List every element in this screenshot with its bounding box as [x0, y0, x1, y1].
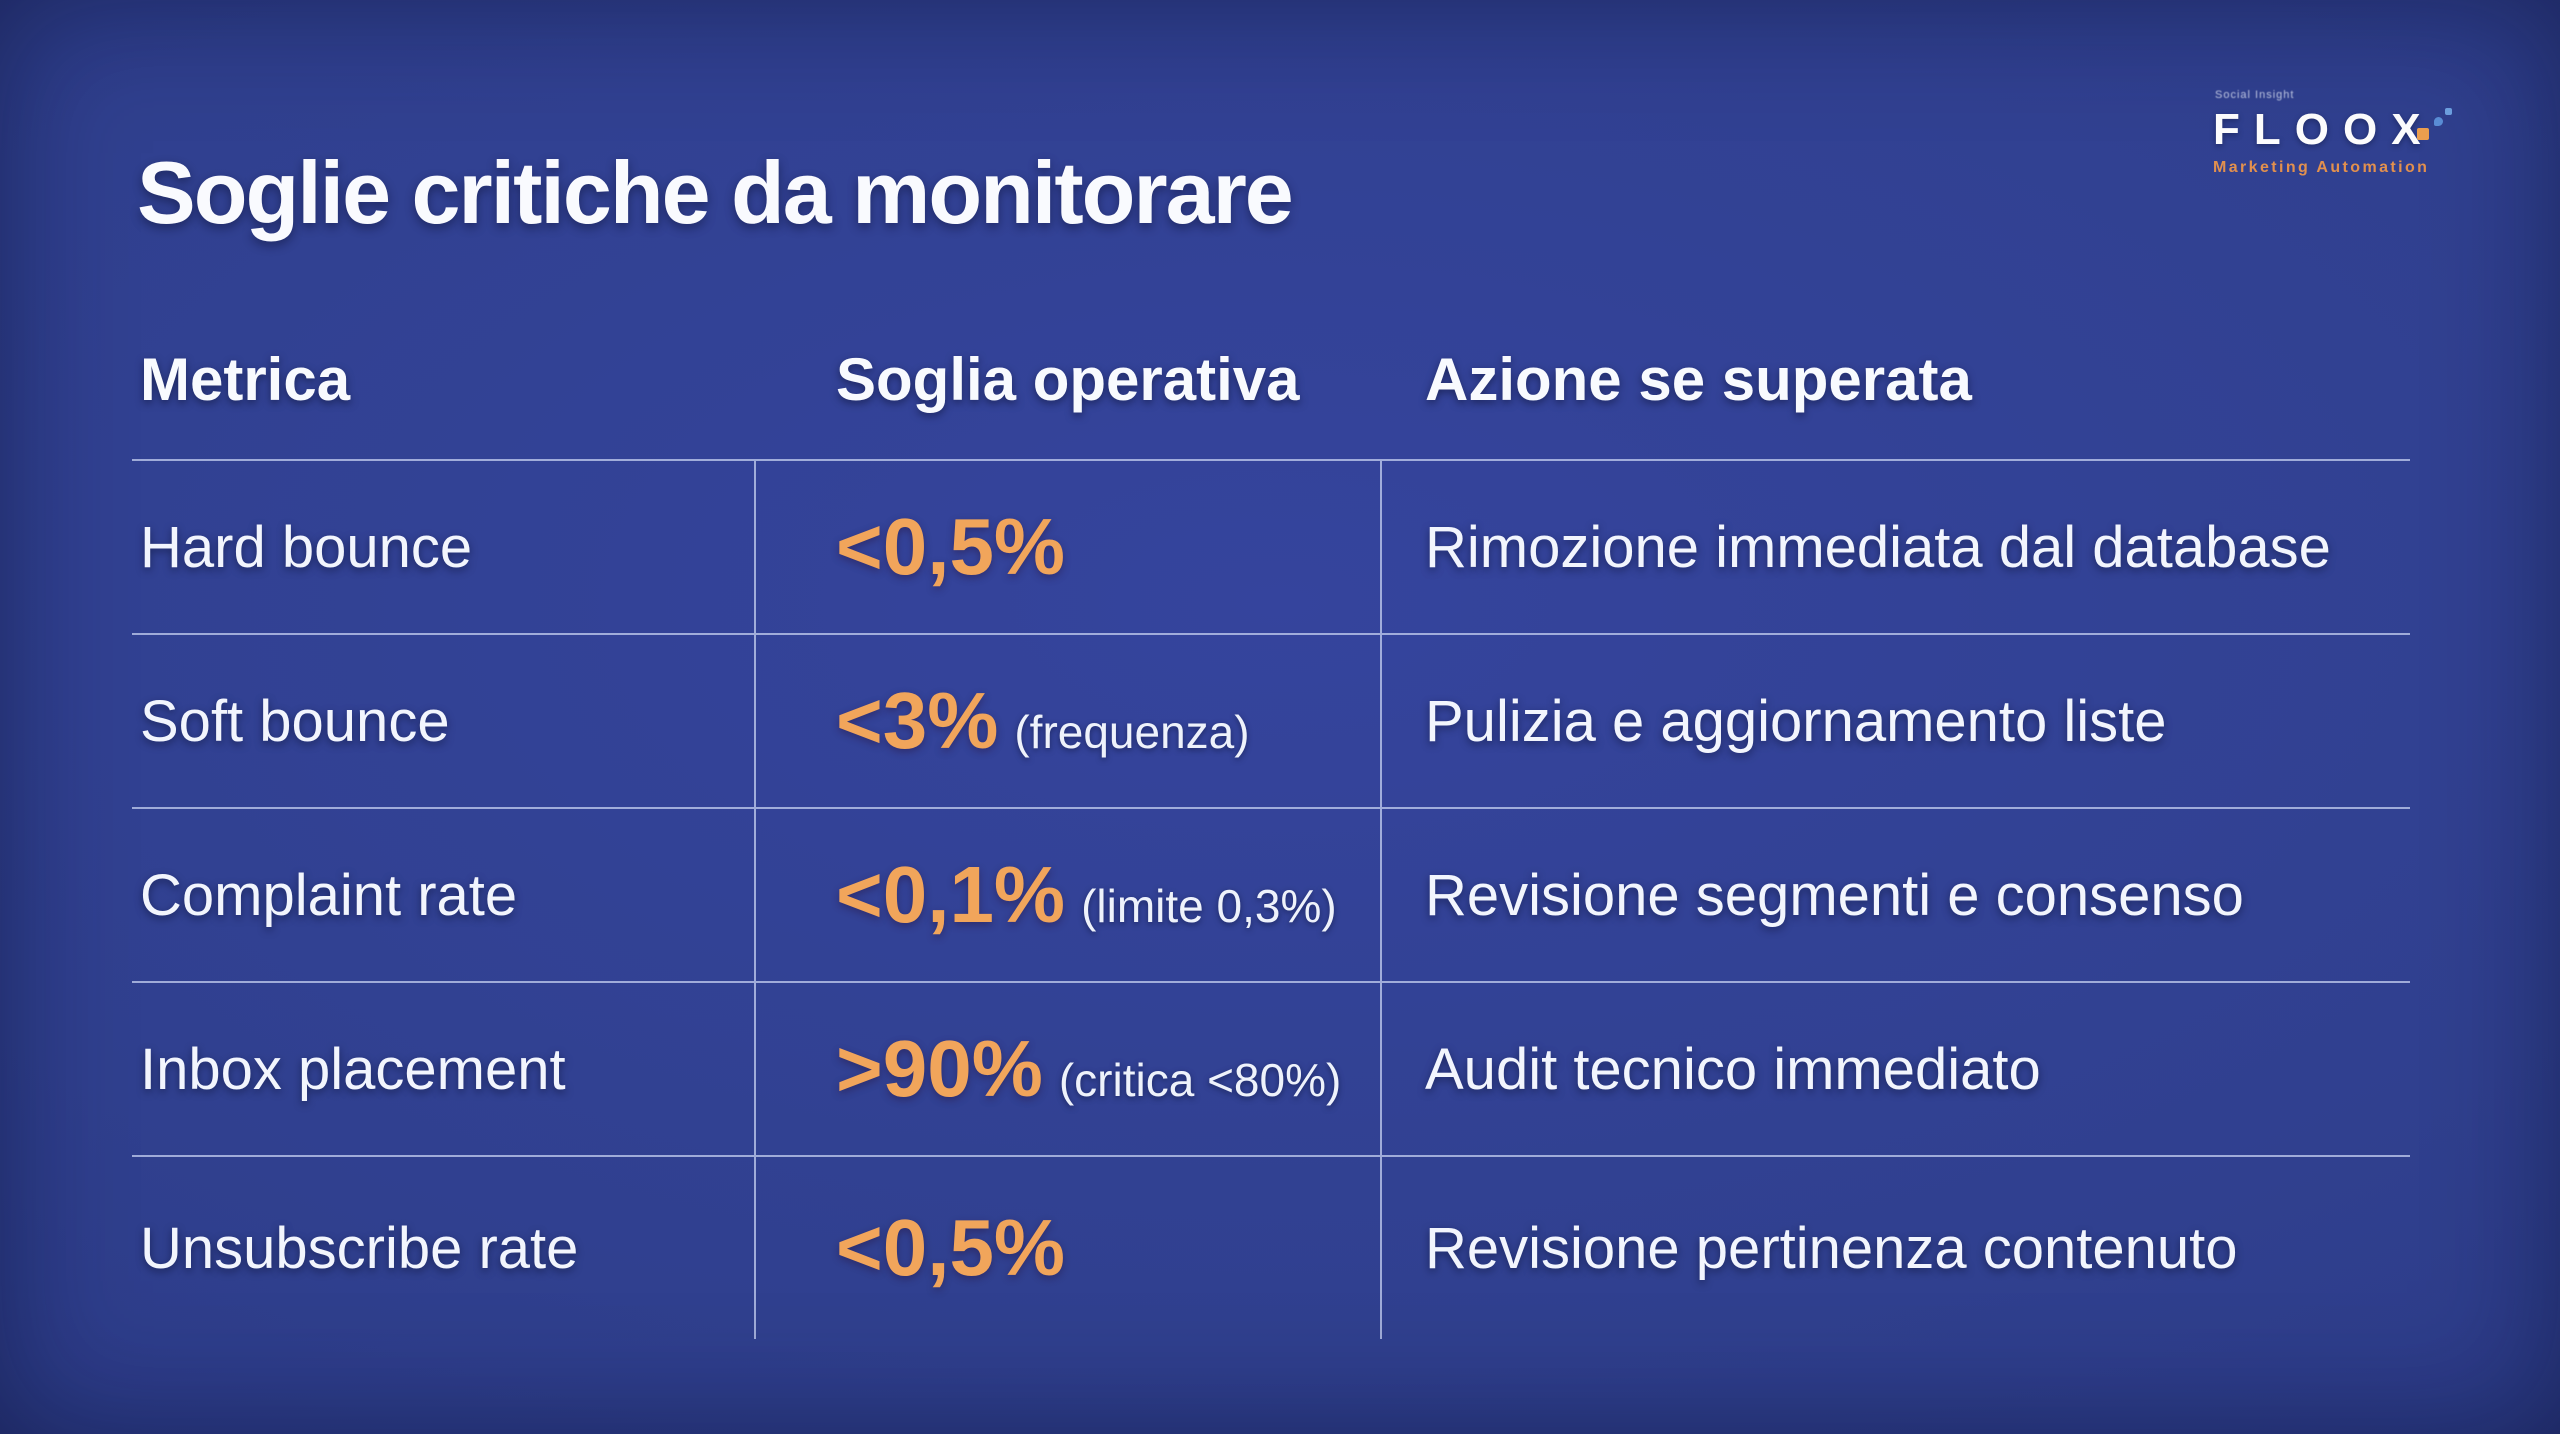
metric-cell: Inbox placement [140, 1036, 566, 1102]
threshold-cell: <0,5% [836, 1202, 1081, 1294]
metrics-table: Metrica Soglia operativa Azione se super… [132, 300, 2410, 1339]
threshold-note: (limite 0,3%) [1081, 880, 1337, 932]
table-header-row: Metrica Soglia operativa Azione se super… [132, 300, 2410, 459]
action-cell: Pulizia e aggiornamento liste [1425, 688, 2167, 754]
header-action: Azione se superata [1425, 346, 1972, 413]
table-row: Unsubscribe rate <0,5% Revisione pertine… [132, 1155, 2410, 1339]
logo-pixel-orange-icon [2417, 128, 2429, 140]
table-row: Inbox placement >90% (critica <80%) Audi… [132, 981, 2410, 1155]
threshold-value: <0,1% [836, 850, 1066, 939]
action-cell: Rimozione immediata dal database [1425, 514, 2331, 580]
threshold-note: (critica <80%) [1058, 1054, 1342, 1106]
logo-brand-text: FLOOX [2213, 105, 2452, 154]
action-cell: Audit tecnico immediato [1425, 1036, 2041, 1102]
table-row: Complaint rate <0,1% (limite 0,3%) Revis… [132, 807, 2410, 981]
logo-brand-word: FLOOX [2213, 105, 2435, 154]
threshold-cell: <0,1% (limite 0,3%) [836, 849, 1337, 941]
metric-cell: Complaint rate [140, 862, 518, 928]
threshold-value: <0,5% [836, 1203, 1066, 1292]
logo-subtitle: Marketing Automation [2213, 159, 2430, 176]
action-cell: Revisione pertinenza contenuto [1425, 1215, 2238, 1281]
table-row: Soft bounce <3% (frequenza) Pulizia e ag… [132, 633, 2410, 807]
action-cell: Revisione segmenti e consenso [1425, 862, 2244, 928]
header-threshold: Soglia operativa [836, 346, 1300, 413]
logo-pixel-blue-small-icon [2445, 108, 2452, 115]
threshold-cell: >90% (critica <80%) [836, 1023, 1341, 1115]
threshold-value: >90% [836, 1024, 1043, 1113]
header-metric: Metrica [140, 346, 351, 413]
threshold-value: <0,5% [836, 502, 1066, 591]
logo-tagline: Social Insight [2215, 89, 2295, 101]
threshold-cell: <3% (frequenza) [836, 675, 1250, 767]
page-title: Soglie critiche da monitorare [137, 143, 1294, 242]
metric-cell: Hard bounce [140, 514, 473, 580]
metric-cell: Soft bounce [140, 688, 450, 754]
metric-cell: Unsubscribe rate [140, 1215, 579, 1281]
threshold-cell: <0,5% [836, 501, 1081, 593]
table-row: Hard bounce <0,5% Rimozione immediata da… [132, 459, 2410, 633]
threshold-value: <3% [836, 676, 999, 765]
logo-pixel-blue-icon [2434, 117, 2443, 126]
threshold-note: (frequenza) [1014, 706, 1250, 758]
brand-logo: Social Insight FLOOX Marketing Automatio… [2213, 90, 2463, 176]
